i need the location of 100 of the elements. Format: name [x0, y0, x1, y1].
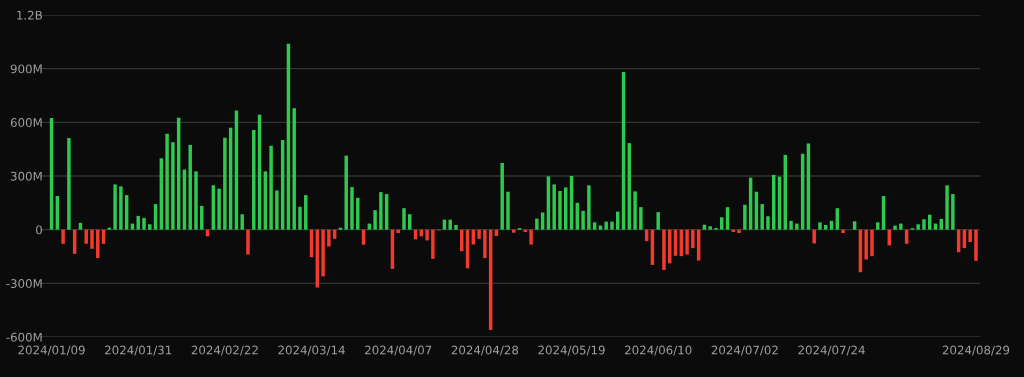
bar: [841, 229, 845, 234]
bar: [743, 204, 747, 230]
bar: [587, 185, 591, 230]
bar: [373, 210, 377, 230]
bar: [148, 224, 152, 230]
x-tick-label: 2024/05/19: [538, 345, 605, 356]
bar: [396, 229, 400, 234]
y-tick-label: 0: [36, 225, 42, 235]
bar: [899, 223, 903, 230]
bar: [610, 221, 614, 230]
bar: [223, 137, 227, 230]
bar: [662, 229, 666, 270]
bar: [633, 191, 637, 230]
bar: [321, 229, 325, 277]
bar: [922, 219, 926, 230]
bar: [737, 229, 741, 234]
bar: [350, 187, 354, 230]
bar: [916, 224, 920, 230]
bar: [448, 219, 452, 230]
bar: [500, 162, 504, 230]
bar: [96, 229, 100, 259]
bar: [864, 229, 868, 260]
bar: [240, 214, 244, 230]
bar: [200, 205, 204, 230]
y-tick-label: -600M: [6, 332, 42, 342]
bar: [592, 222, 597, 230]
x-tick-label: 2024/04/07: [365, 345, 432, 356]
bar: [67, 138, 71, 230]
bar: [217, 188, 221, 230]
bar: [84, 229, 88, 244]
bar: [604, 221, 608, 230]
bar: [876, 222, 880, 230]
bar: [945, 185, 949, 230]
bar: [252, 130, 256, 230]
bar: [529, 229, 533, 245]
bar: [477, 229, 481, 239]
bar: [188, 144, 192, 230]
bar: [506, 191, 510, 230]
y-tick-label: 300M: [10, 171, 42, 181]
bar: [974, 229, 978, 261]
x-tick-label: 2024/02/22: [191, 345, 258, 356]
bar: [165, 133, 169, 230]
bar: [968, 229, 972, 243]
bar: [795, 223, 799, 230]
bar: [269, 145, 273, 230]
bar: [951, 194, 955, 230]
y-tick-label: 1.2B: [17, 10, 42, 20]
bar: [760, 204, 764, 230]
x-tick-label: 2024/06/10: [625, 345, 692, 356]
bar: [292, 108, 296, 230]
x-tick-label: 2024/08/29: [942, 345, 1010, 356]
bar: [425, 229, 429, 241]
bar: [408, 214, 412, 230]
bar: [327, 229, 331, 247]
x-tick-label: 2024/01/09: [18, 345, 85, 356]
bar: [142, 217, 146, 230]
bar: [766, 216, 770, 230]
bar: [852, 221, 857, 230]
x-tick-label: 2024/07/02: [711, 345, 778, 356]
bar: [275, 190, 279, 230]
y-tick-label: 600M: [10, 118, 42, 127]
bar: [824, 225, 828, 230]
bar: [379, 192, 383, 230]
x-tick-label: 2024/04/28: [451, 345, 519, 356]
bar: [402, 208, 406, 230]
x-tick-label: 2024/07/24: [798, 345, 865, 356]
bar: [789, 220, 793, 230]
x-tick-label: 2024/03/14: [278, 345, 345, 356]
bar: [90, 229, 94, 249]
bar: [691, 229, 695, 249]
bar: [298, 206, 302, 230]
bar: [344, 155, 348, 230]
bar: [829, 220, 834, 230]
y-tick-label: 900M: [10, 64, 42, 74]
bar: [454, 225, 458, 230]
bar: [581, 210, 585, 230]
bar: [558, 191, 562, 230]
bar: [656, 212, 660, 230]
bar: [136, 215, 140, 230]
bar: [535, 218, 539, 230]
bar: [483, 229, 487, 259]
bar: [552, 184, 556, 230]
bar: [431, 229, 435, 259]
bar: [540, 212, 545, 230]
bar: [893, 225, 897, 230]
bar: [818, 222, 822, 230]
bar: [246, 229, 250, 255]
bar: [720, 217, 724, 230]
y-tick-label: -300M: [6, 279, 42, 288]
bar: [61, 229, 65, 244]
bar: [171, 142, 175, 230]
bar: [708, 226, 712, 230]
x-tick-label: 2024/01/31: [105, 345, 172, 356]
bar: [812, 229, 816, 244]
bar: [194, 171, 198, 230]
bar: [685, 229, 689, 255]
bar: [119, 186, 123, 230]
bar: [639, 207, 643, 230]
bar: [870, 229, 874, 257]
bar: [113, 184, 117, 230]
